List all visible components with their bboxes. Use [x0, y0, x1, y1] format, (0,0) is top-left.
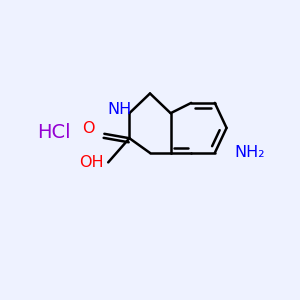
Text: NH₂: NH₂: [234, 146, 265, 160]
Text: OH: OH: [79, 155, 104, 170]
Text: HCl: HCl: [38, 123, 71, 142]
Text: O: O: [82, 121, 95, 136]
Text: NH: NH: [108, 102, 132, 117]
